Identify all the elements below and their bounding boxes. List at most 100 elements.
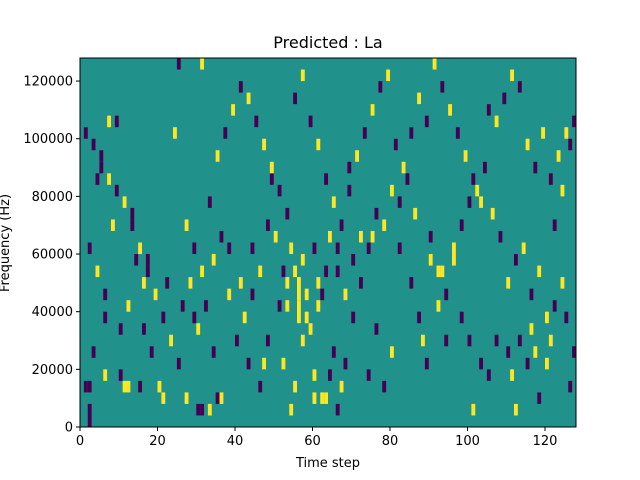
heatmap-cell <box>494 334 499 347</box>
heatmap-cell <box>95 173 100 185</box>
heatmap-cell <box>215 392 220 404</box>
heatmap-cell <box>382 219 387 231</box>
heatmap-cell <box>506 346 511 358</box>
heatmap-cell <box>459 219 464 231</box>
chart-title: Predicted : La <box>273 33 382 52</box>
heatmap-cells <box>83 58 577 427</box>
heatmap-cell <box>219 392 224 404</box>
heatmap-cell <box>328 230 332 243</box>
heatmap-cell <box>293 380 298 393</box>
y-tick-label: 100000 <box>23 132 73 147</box>
heatmap-cell <box>510 369 515 381</box>
heatmap-cell <box>114 184 119 197</box>
heatmap-cell <box>196 323 201 335</box>
heatmap-cell <box>250 288 255 301</box>
heatmap-cell <box>436 300 441 312</box>
heatmap-cell <box>467 196 472 208</box>
heatmap-cell <box>471 173 476 185</box>
heatmap-cell <box>552 219 557 231</box>
heatmap-cell <box>285 277 290 289</box>
heatmap-cell <box>347 184 352 197</box>
heatmap-cell <box>552 300 557 312</box>
heatmap-cell <box>331 346 336 358</box>
heatmap-cell <box>262 357 267 370</box>
heatmap-cell <box>432 58 437 70</box>
heatmap-cell <box>545 357 549 370</box>
heatmap-cell <box>397 242 402 255</box>
heatmap-cell <box>428 230 433 243</box>
heatmap-cell <box>173 127 177 139</box>
heatmap-cell <box>281 357 286 370</box>
heatmap-cell <box>83 380 88 393</box>
heatmap-cell <box>134 254 139 266</box>
heatmap-cell <box>285 207 290 220</box>
heatmap-cell <box>304 288 309 301</box>
heatmap-cell <box>428 254 433 266</box>
heatmap-cell <box>564 127 569 139</box>
heatmap-cell <box>231 104 236 116</box>
heatmap-cell <box>266 334 270 347</box>
heatmap-cell <box>347 161 352 174</box>
heatmap-cell <box>200 403 205 416</box>
heatmap-cell <box>324 265 329 278</box>
heatmap-cell <box>390 346 394 358</box>
x-tick-label: 0 <box>76 434 84 449</box>
heatmap-cell <box>374 207 379 220</box>
heatmap-cell <box>254 115 259 128</box>
heatmap-cell <box>312 242 317 255</box>
heatmap-cell <box>192 311 197 324</box>
heatmap-cell <box>145 265 150 278</box>
heatmap-cell <box>126 300 131 312</box>
heatmap-cell <box>452 242 456 255</box>
heatmap-cell <box>95 265 100 278</box>
heatmap-cell <box>355 150 360 162</box>
heatmap-cell <box>258 380 263 393</box>
heatmap-cell <box>304 311 309 324</box>
heatmap-cell <box>444 288 449 301</box>
heatmap-cell <box>328 369 332 381</box>
y-tick-label: 60000 <box>32 248 73 263</box>
heatmap-cell <box>196 403 201 416</box>
heatmap-cell <box>200 58 205 70</box>
heatmap-cell <box>390 184 394 197</box>
heatmap-cell <box>192 242 197 255</box>
heatmap-cell <box>324 392 329 404</box>
heatmap-cell <box>556 150 561 162</box>
heatmap-cell <box>227 288 232 301</box>
heatmap-cell <box>517 334 522 347</box>
heatmap-cell <box>130 219 135 231</box>
heatmap-cell <box>235 334 239 347</box>
heatmap-cell <box>118 323 123 335</box>
heatmap-cell <box>273 230 278 243</box>
heatmap-cell <box>99 150 104 162</box>
heatmap-cell <box>126 380 131 393</box>
heatmap-cell <box>219 230 224 243</box>
heatmap-cell <box>91 138 96 151</box>
heatmap-cell <box>483 161 487 174</box>
heatmap-cell <box>343 357 348 370</box>
heatmap-cell <box>87 380 92 393</box>
heatmap-cell <box>107 173 112 185</box>
heatmap-cell <box>157 380 162 393</box>
x-tick-label: 120 <box>533 434 558 449</box>
heatmap-cell <box>455 127 460 139</box>
heatmap-cell <box>277 184 282 197</box>
heatmap-cell <box>161 311 166 324</box>
heatmap-cell <box>308 323 313 335</box>
heatmap-cell <box>211 346 216 358</box>
heatmap-cell <box>537 265 542 278</box>
heatmap-cell <box>343 288 348 301</box>
heatmap-cell <box>529 323 534 335</box>
heatmap-cell <box>238 277 243 289</box>
heatmap-cell <box>409 277 414 289</box>
heatmap-cell <box>111 219 115 231</box>
heatmap-cell <box>514 403 518 416</box>
heatmap-cell <box>103 311 108 324</box>
heatmap-cell <box>359 277 363 289</box>
heatmap-cell <box>529 288 534 301</box>
heatmap-cell <box>537 392 542 404</box>
heatmap-cell <box>246 92 251 105</box>
heatmap-cell <box>514 254 518 266</box>
heatmap-cell <box>153 288 158 301</box>
heatmap-cell <box>316 277 321 289</box>
